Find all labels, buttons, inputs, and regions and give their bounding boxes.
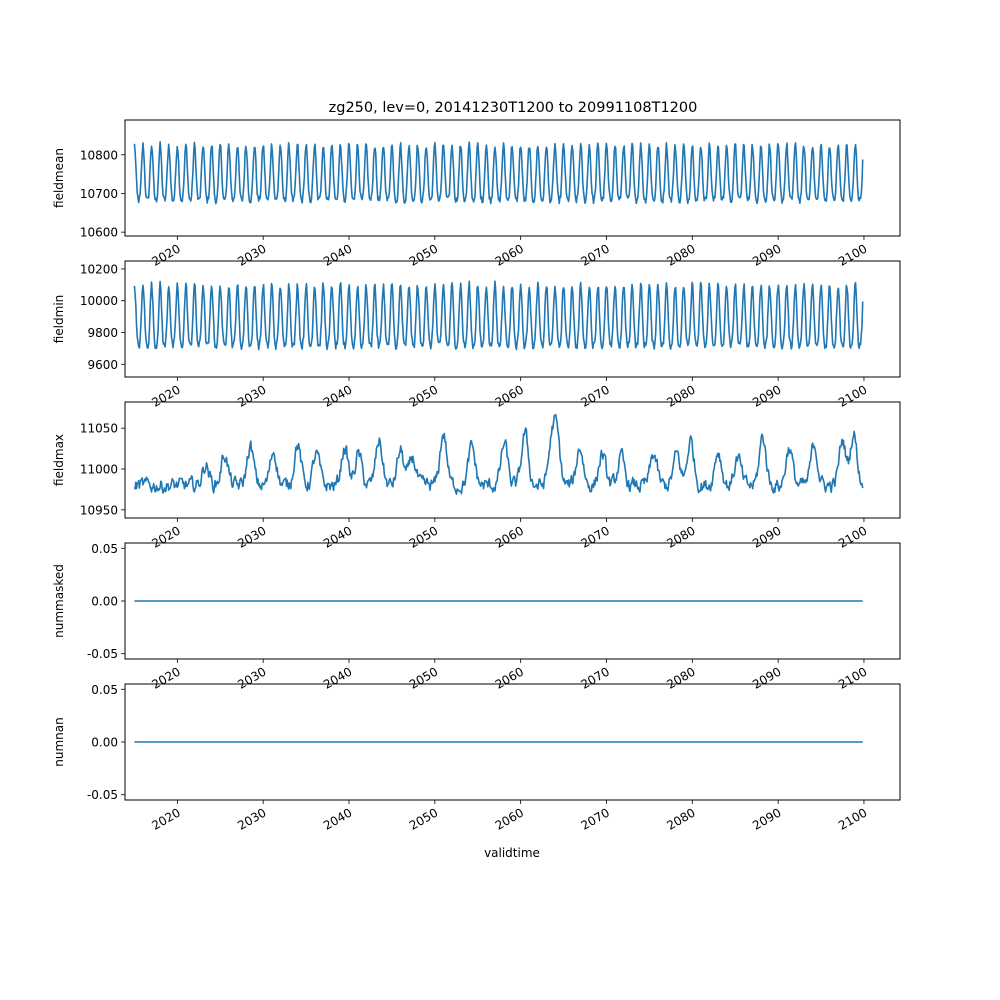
chart-title: zg250, lev=0, 20141230T1200 to 20991108T… xyxy=(329,100,698,116)
x-tick-label-fieldmax: 2090 xyxy=(750,523,783,550)
x-tick-label-fieldmax: 2020 xyxy=(149,523,182,550)
x-tick-label-fieldmin: 2080 xyxy=(664,382,697,409)
y-tick-label-fieldmean: 10800 xyxy=(80,148,118,162)
y-tick-label-nummasked: 0.00 xyxy=(91,595,118,609)
y-tick-label-numnan: -0.05 xyxy=(87,788,118,802)
x-tick-label-fieldmax: 2070 xyxy=(579,523,612,550)
x-tick-label-fieldmin: 2040 xyxy=(321,382,354,409)
x-tick-label-fieldmax: 2050 xyxy=(407,523,440,550)
panel-nummasked: -0.05 0.00 0.05 nummasked 2020 2030 2040 2050 20… xyxy=(52,542,901,692)
series-line-fieldmax xyxy=(133,413,864,495)
axes-frame-fieldmin xyxy=(124,260,901,378)
panels: 10600 10700 10800 fieldmean 2020 2030 2040 2050… xyxy=(52,119,901,833)
panel-fieldmax: 10950 11000 11050 fieldmax 2020 2030 2040 2050 2… xyxy=(52,401,901,551)
y-tick-label-fieldmin: 10000 xyxy=(80,294,118,308)
x-tick-label-fieldmin: 2100 xyxy=(836,382,869,409)
x-tick-label-numnan: 2070 xyxy=(579,805,612,832)
axes-frame-fieldmean xyxy=(124,119,901,237)
y-tick-label-fieldmax: 10950 xyxy=(80,503,118,517)
x-tick-label-fieldmean: 2050 xyxy=(407,241,440,268)
x-tick-label-fieldmax: 2030 xyxy=(235,523,268,550)
y-tick-label-fieldmax: 11000 xyxy=(80,462,118,476)
x-tick-label-fieldmax: 2060 xyxy=(493,523,526,550)
panel-numnan: -0.05 0.00 0.05 numnan 2020 2030 2040 2050 2060 2… xyxy=(52,683,901,833)
x-tick-label-nummasked: 2050 xyxy=(407,664,440,691)
series-line-fieldmin xyxy=(133,280,864,351)
y-tick-label-nummasked: -0.05 xyxy=(87,647,118,661)
y-tick-label-numnan: 0.00 xyxy=(91,736,118,750)
x-tick-label-fieldmean: 2100 xyxy=(836,241,869,268)
x-tick-label-numnan: 2050 xyxy=(407,805,440,832)
x-tick-label-nummasked: 2070 xyxy=(579,664,612,691)
y-tick-label-fieldmax: 11050 xyxy=(80,422,118,436)
x-tick-label-numnan: 2080 xyxy=(664,805,697,832)
x-tick-label-fieldmean: 2020 xyxy=(149,241,182,268)
x-tick-label-fieldmean: 2060 xyxy=(493,241,526,268)
y-axis-label-fieldmean: fieldmean xyxy=(52,148,66,208)
y-tick-label-nummasked: 0.05 xyxy=(91,542,118,556)
x-tick-label-nummasked: 2030 xyxy=(235,664,268,691)
y-axis-label-numnan: numnan xyxy=(52,717,66,766)
x-tick-label-nummasked: 2020 xyxy=(149,664,182,691)
axes-frame-fieldmax xyxy=(124,401,901,519)
y-tick-label-fieldmean: 10700 xyxy=(80,187,118,201)
x-tick-label-fieldmean: 2090 xyxy=(750,241,783,268)
y-axis-label-fieldmin: fieldmin xyxy=(52,295,66,344)
x-tick-label-numnan: 2040 xyxy=(321,805,354,832)
x-tick-label-fieldmin: 2030 xyxy=(235,382,268,409)
x-tick-label-nummasked: 2080 xyxy=(664,664,697,691)
x-tick-label-fieldmax: 2040 xyxy=(321,523,354,550)
y-tick-label-fieldmean: 10600 xyxy=(80,226,118,240)
y-axis-label-nummasked: nummasked xyxy=(52,564,66,638)
x-tick-label-nummasked: 2100 xyxy=(836,664,869,691)
x-tick-label-fieldmax: 2100 xyxy=(836,523,869,550)
x-tick-label-nummasked: 2040 xyxy=(321,664,354,691)
x-tick-label-fieldmin: 2020 xyxy=(149,382,182,409)
x-tick-label-fieldmax: 2080 xyxy=(664,523,697,550)
x-tick-label-numnan: 2020 xyxy=(149,805,182,832)
x-tick-label-fieldmin: 2050 xyxy=(407,382,440,409)
x-tick-label-fieldmean: 2080 xyxy=(664,241,697,268)
y-tick-label-fieldmin: 9800 xyxy=(87,326,118,340)
y-tick-label-fieldmin: 10200 xyxy=(80,262,118,276)
series-line-fieldmean xyxy=(133,140,864,205)
x-tick-label-numnan: 2060 xyxy=(493,805,526,832)
panel-fieldmean: 10600 10700 10800 fieldmean 2020 2030 2040 2050… xyxy=(52,119,901,269)
x-axis-label: validtime xyxy=(484,846,540,860)
y-axis-label-fieldmax: fieldmax xyxy=(52,434,66,486)
x-tick-label-fieldmean: 2030 xyxy=(235,241,268,268)
y-tick-label-numnan: 0.05 xyxy=(91,683,118,697)
panel-fieldmin: 9600 9800 10000 10200 fieldmin 2020 2030 2040 20… xyxy=(52,260,901,410)
y-tick-label-fieldmin: 9600 xyxy=(87,358,118,372)
x-tick-label-numnan: 2100 xyxy=(836,805,869,832)
x-tick-label-fieldmin: 2060 xyxy=(493,382,526,409)
x-tick-label-numnan: 2090 xyxy=(750,805,783,832)
x-tick-label-fieldmin: 2070 xyxy=(579,382,612,409)
x-tick-label-numnan: 2030 xyxy=(235,805,268,832)
x-tick-label-fieldmin: 2090 xyxy=(750,382,783,409)
x-tick-label-fieldmean: 2040 xyxy=(321,241,354,268)
x-tick-label-nummasked: 2060 xyxy=(493,664,526,691)
x-tick-label-fieldmean: 2070 xyxy=(579,241,612,268)
x-tick-label-nummasked: 2090 xyxy=(750,664,783,691)
